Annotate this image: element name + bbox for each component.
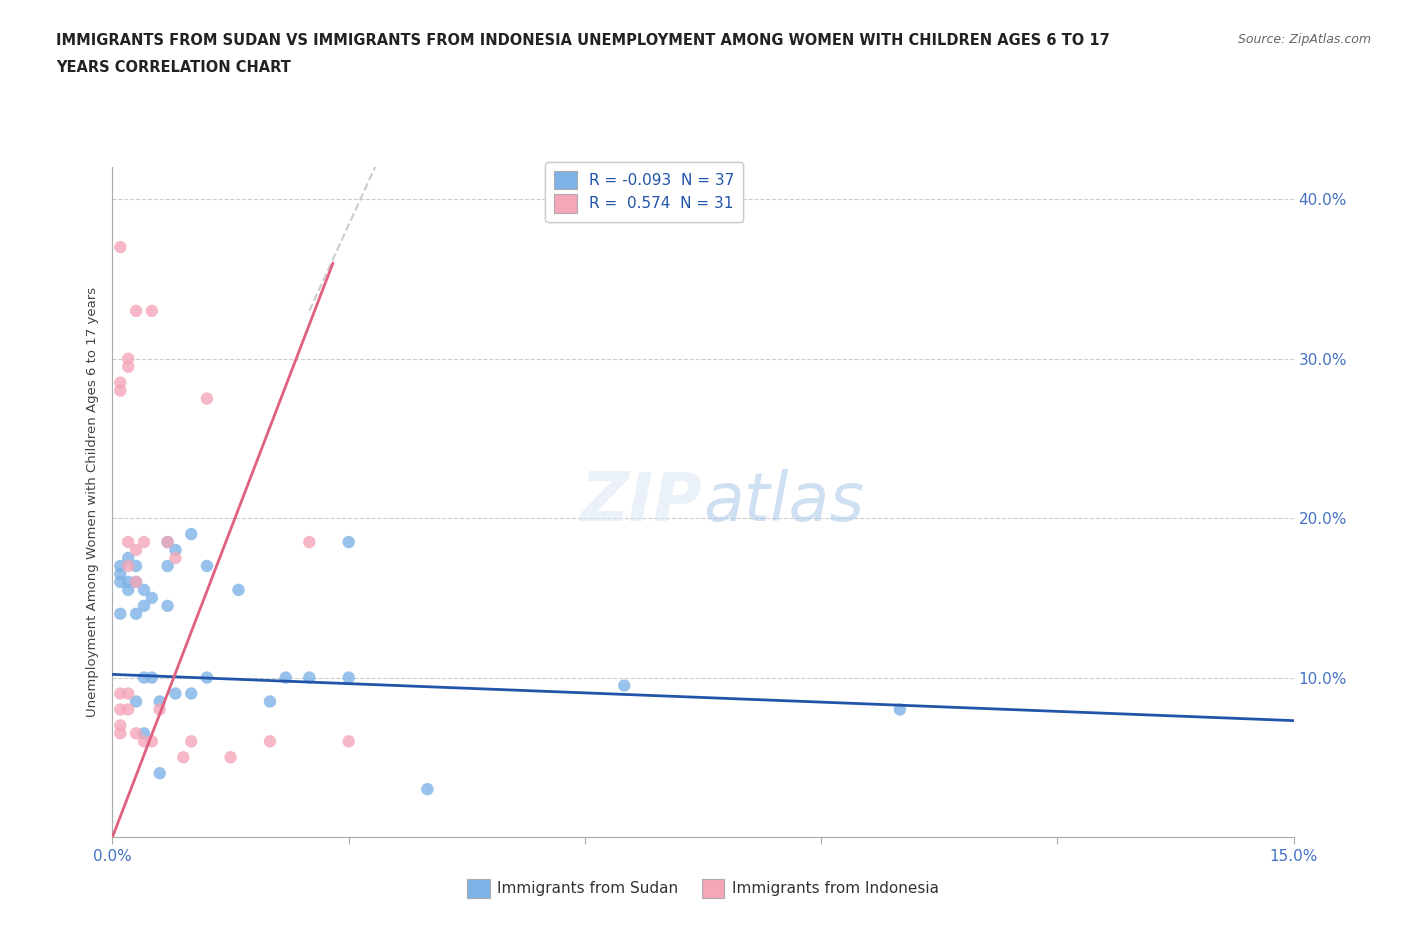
Point [195, 671, 218, 685]
Point [141, 734, 163, 749]
Point [117, 551, 139, 565]
Point [132, 734, 155, 749]
Point [125, 559, 148, 574]
Point [125, 575, 148, 590]
Point [117, 582, 139, 597]
Point [117, 352, 139, 366]
Point [298, 535, 321, 550]
Point [125, 303, 148, 318]
Point [156, 598, 179, 613]
Text: YEARS CORRELATION CHART: YEARS CORRELATION CHART [56, 60, 291, 75]
Point [889, 702, 911, 717]
Point [141, 303, 163, 318]
Point [132, 582, 155, 597]
Point [110, 702, 132, 717]
Point [110, 566, 132, 581]
Y-axis label: Unemployment Among Women with Children Ages 6 to 17 years: Unemployment Among Women with Children A… [86, 287, 100, 717]
Point [274, 671, 297, 685]
Point [125, 575, 148, 590]
Point [110, 575, 132, 590]
Point [195, 559, 218, 574]
Text: atlas: atlas [703, 470, 865, 535]
Point [117, 575, 139, 590]
Point [416, 782, 439, 797]
Point [125, 726, 148, 741]
Point [156, 535, 179, 550]
Point [219, 750, 242, 764]
Point [110, 240, 132, 255]
Legend: R = -0.093  N = 37, R =  0.574  N = 31: R = -0.093 N = 37, R = 0.574 N = 31 [544, 162, 744, 222]
Point [117, 686, 139, 701]
Point [259, 694, 281, 709]
Point [165, 542, 187, 557]
Point [117, 559, 139, 574]
Point [132, 535, 155, 550]
Point [141, 591, 163, 605]
Point [132, 671, 155, 685]
Point [613, 678, 636, 693]
Point [110, 383, 132, 398]
Point [125, 606, 148, 621]
Point [132, 598, 155, 613]
Point [110, 559, 132, 574]
Point [156, 535, 179, 550]
Point [165, 551, 187, 565]
Point [149, 765, 172, 780]
Legend: Immigrants from Sudan, Immigrants from Indonesia: Immigrants from Sudan, Immigrants from I… [461, 873, 945, 904]
Point [180, 526, 202, 541]
Point [110, 375, 132, 390]
Point [110, 726, 132, 741]
Point [149, 702, 172, 717]
Point [132, 726, 155, 741]
Point [180, 686, 202, 701]
Point [156, 559, 179, 574]
Point [110, 686, 132, 701]
Point [110, 718, 132, 733]
Point [259, 734, 281, 749]
Point [117, 359, 139, 374]
Point [172, 750, 194, 764]
Point [180, 734, 202, 749]
Point [117, 702, 139, 717]
Point [125, 694, 148, 709]
Point [165, 686, 187, 701]
Point [110, 606, 132, 621]
Point [337, 734, 360, 749]
Point [228, 582, 250, 597]
Point [195, 392, 218, 406]
Point [337, 671, 360, 685]
Point [117, 535, 139, 550]
Text: Source: ZipAtlas.com: Source: ZipAtlas.com [1237, 33, 1371, 46]
Point [125, 542, 148, 557]
Point [337, 535, 360, 550]
Text: IMMIGRANTS FROM SUDAN VS IMMIGRANTS FROM INDONESIA UNEMPLOYMENT AMONG WOMEN WITH: IMMIGRANTS FROM SUDAN VS IMMIGRANTS FROM… [56, 33, 1109, 47]
Point [141, 671, 163, 685]
Point [149, 694, 172, 709]
Point [298, 671, 321, 685]
Text: ZIP: ZIP [581, 470, 703, 535]
